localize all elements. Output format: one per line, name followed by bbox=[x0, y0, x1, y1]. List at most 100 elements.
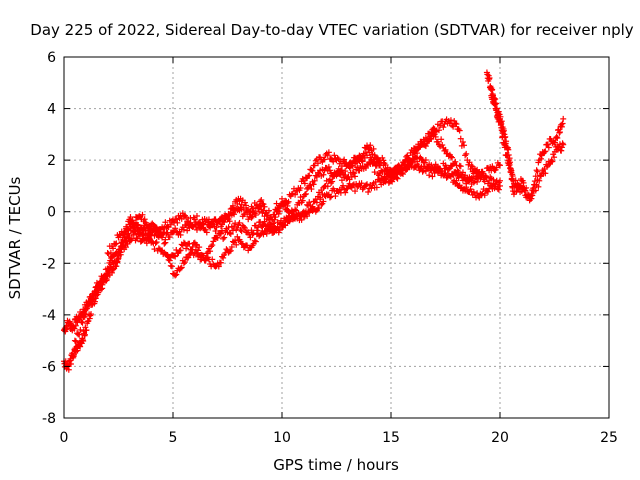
data-point bbox=[294, 215, 301, 222]
data-point bbox=[508, 175, 515, 182]
data-point bbox=[403, 166, 410, 173]
data-point bbox=[196, 219, 203, 226]
data-point bbox=[459, 138, 466, 145]
data-point bbox=[461, 142, 468, 149]
data-point bbox=[119, 243, 126, 250]
data-point bbox=[474, 178, 481, 185]
data-point bbox=[177, 247, 184, 254]
data-point bbox=[127, 214, 134, 221]
data-point bbox=[171, 252, 178, 259]
data-point bbox=[370, 145, 377, 152]
data-point bbox=[309, 167, 316, 174]
data-point bbox=[427, 133, 434, 140]
data-point bbox=[528, 190, 535, 197]
data-point bbox=[173, 271, 180, 278]
data-point bbox=[439, 142, 446, 149]
data-point bbox=[549, 158, 556, 165]
x-tick-label: 15 bbox=[382, 430, 400, 446]
data-point bbox=[452, 158, 459, 165]
data-point bbox=[172, 253, 179, 260]
data-point bbox=[497, 162, 503, 169]
data-point bbox=[391, 174, 398, 181]
data-point bbox=[319, 191, 326, 198]
data-point bbox=[95, 281, 102, 288]
data-point bbox=[185, 254, 192, 261]
data-point bbox=[432, 133, 439, 140]
data-point bbox=[209, 256, 216, 263]
data-point bbox=[270, 220, 277, 227]
data-point bbox=[556, 129, 563, 136]
data-point bbox=[161, 240, 168, 247]
data-point bbox=[212, 228, 219, 235]
data-point bbox=[166, 234, 173, 241]
data-point bbox=[141, 216, 148, 223]
data-point bbox=[208, 243, 215, 250]
data-point bbox=[110, 245, 117, 252]
data-point bbox=[178, 264, 185, 271]
data-point bbox=[349, 182, 356, 189]
data-point bbox=[76, 331, 83, 338]
data-point bbox=[493, 100, 500, 107]
y-tick-label: -4 bbox=[42, 308, 56, 324]
data-point bbox=[240, 223, 247, 230]
data-point bbox=[533, 167, 540, 174]
data-point bbox=[79, 319, 86, 326]
data-point bbox=[468, 175, 475, 182]
data-point bbox=[491, 183, 498, 190]
data-point bbox=[388, 175, 394, 182]
data-point bbox=[260, 231, 267, 238]
data-point bbox=[486, 74, 493, 81]
data-point bbox=[168, 263, 175, 270]
axis-ticks bbox=[63, 56, 610, 419]
data-point bbox=[428, 162, 435, 169]
y-axis-label: SDTVAR / TECUs bbox=[6, 176, 24, 299]
data-point bbox=[359, 158, 366, 165]
data-point bbox=[532, 173, 539, 180]
data-point bbox=[241, 199, 248, 206]
data-point bbox=[430, 125, 437, 132]
data-point bbox=[397, 167, 404, 174]
data-point bbox=[107, 249, 114, 256]
data-point bbox=[476, 169, 483, 176]
data-point bbox=[205, 216, 212, 223]
data-point bbox=[113, 240, 120, 247]
data-point bbox=[252, 238, 259, 245]
data-point bbox=[418, 156, 425, 163]
data-point bbox=[432, 167, 439, 174]
data-point bbox=[117, 251, 124, 258]
data-point bbox=[265, 207, 272, 214]
data-point bbox=[497, 113, 504, 120]
data-point bbox=[309, 203, 316, 210]
data-point bbox=[329, 178, 336, 185]
data-point bbox=[156, 225, 163, 232]
data-point bbox=[371, 169, 378, 176]
data-point bbox=[558, 147, 565, 154]
data-point bbox=[226, 218, 233, 225]
data-point bbox=[131, 222, 138, 229]
data-point bbox=[241, 225, 248, 232]
data-point bbox=[164, 223, 171, 230]
data-point bbox=[118, 240, 125, 247]
data-point bbox=[352, 173, 359, 180]
data-point bbox=[414, 158, 421, 165]
data-point bbox=[284, 202, 291, 209]
data-point bbox=[292, 206, 299, 213]
data-point bbox=[342, 189, 349, 196]
data-point bbox=[221, 234, 228, 241]
data-point bbox=[453, 121, 460, 128]
data-point bbox=[429, 173, 436, 180]
data-point bbox=[256, 202, 263, 209]
data-point bbox=[326, 167, 333, 174]
data-point bbox=[481, 192, 488, 199]
data-point bbox=[535, 183, 542, 190]
data-point bbox=[208, 221, 215, 228]
data-point bbox=[311, 177, 318, 184]
data-point bbox=[383, 176, 390, 183]
data-point bbox=[78, 318, 85, 325]
data-point bbox=[478, 191, 485, 198]
data-point bbox=[210, 218, 217, 225]
data-point bbox=[233, 241, 240, 248]
data-point bbox=[164, 251, 171, 258]
data-point bbox=[88, 311, 95, 318]
data-point bbox=[276, 208, 283, 215]
